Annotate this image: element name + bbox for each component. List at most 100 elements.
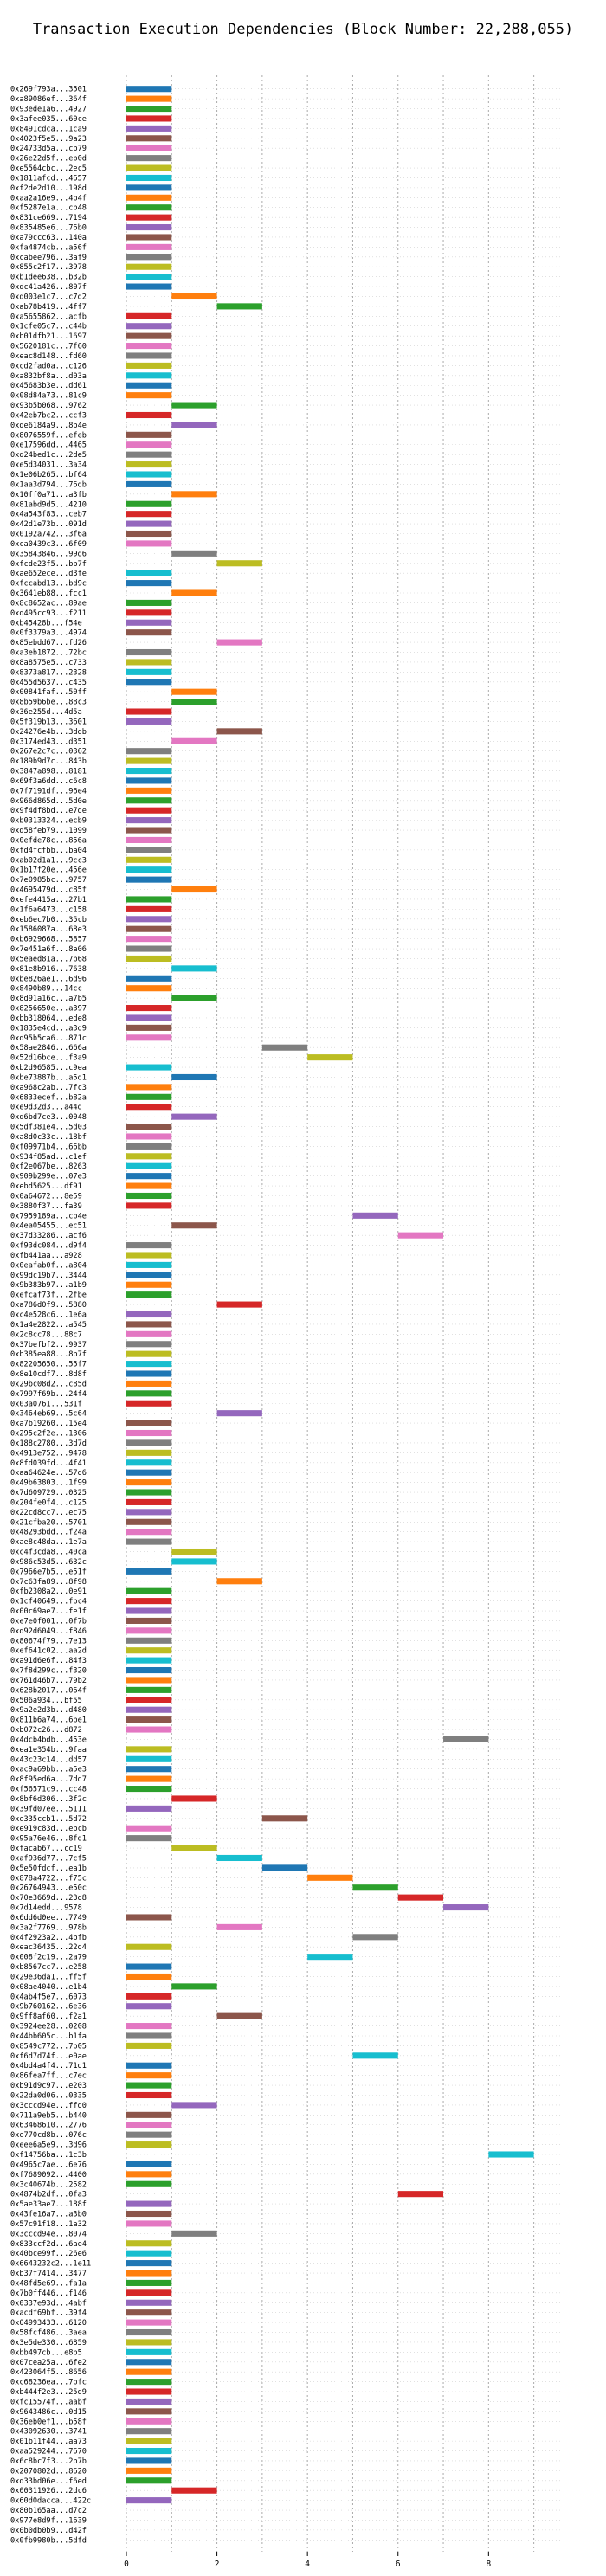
transaction-bar — [126, 2368, 172, 2375]
transaction-label: 0x81e8b916...7638 — [10, 965, 87, 974]
transaction-bar — [126, 194, 172, 201]
transaction-bar — [126, 2082, 172, 2089]
transaction-label: 0x909b299e...07e3 — [10, 1173, 87, 1182]
transaction-bar — [126, 609, 172, 616]
transaction-label: 0x267e2c7c...0362 — [10, 748, 87, 757]
transaction-label: 0xb01dfb21...1697 — [10, 332, 87, 341]
transaction-bar — [126, 1420, 172, 1426]
transaction-bar — [126, 362, 172, 369]
transaction-bar — [126, 905, 172, 912]
transaction-bar — [126, 2220, 172, 2227]
transaction-label: 0xfa4874cb...a56f — [10, 243, 87, 252]
transaction-bar — [126, 500, 172, 507]
transaction-label: 0xfcde23f5...bb7f — [10, 560, 87, 569]
transaction-bar — [126, 1697, 172, 1703]
transaction-bar — [171, 422, 217, 428]
transaction-label: 0x8373a817...2328 — [10, 668, 87, 677]
transaction-label: 0x4695479d...c85f — [10, 886, 87, 895]
transaction-label: 0x26764943...e50c — [10, 1884, 87, 1893]
transaction-bar — [126, 1390, 172, 1397]
transaction-bar — [126, 876, 172, 883]
transaction-label: 0xeac36435...22d4 — [10, 1943, 87, 1952]
transaction-label: 0xe335ccb1...5d72 — [10, 1815, 87, 1824]
transaction-bar — [126, 1943, 172, 1950]
transaction-label: 0x455d5637...c435 — [10, 679, 87, 687]
transaction-label: 0xb8567cc7...e258 — [10, 1963, 87, 1972]
transaction-bar — [171, 2102, 217, 2109]
transaction-label: 0x24733d5a...cb79 — [10, 145, 87, 153]
transaction-bar — [126, 332, 172, 339]
transaction-label: 0xc4e528c6...1e6a — [10, 1311, 87, 1320]
transaction-bar — [126, 1143, 172, 1150]
transaction-bar — [126, 1963, 172, 1970]
transaction-label: 0xde6184a9...8b4e — [10, 422, 87, 430]
transaction-bar — [126, 1677, 172, 1684]
transaction-label: 0xd24bed1c...2de5 — [10, 451, 87, 460]
transaction-bar — [126, 1133, 172, 1140]
transaction-bar — [126, 2032, 172, 2039]
transaction-label: 0xea1e354b...9faa — [10, 1746, 87, 1755]
transaction-label: 0x29bc08d2...c85d — [10, 1380, 87, 1388]
transaction-bar — [126, 1657, 172, 1664]
transaction-bar — [126, 817, 172, 824]
transaction-bar — [126, 1755, 172, 1762]
transaction-bar — [126, 648, 172, 656]
transaction-bar — [126, 2161, 172, 2167]
transaction-bar — [126, 1459, 172, 1466]
transaction-bar — [126, 659, 172, 666]
transaction-bar — [126, 1330, 172, 1337]
transaction-label: 0x3cccd94e...8074 — [10, 2230, 87, 2238]
transaction-bar — [126, 1370, 172, 1377]
transaction-label: 0xae652ece...d3fe — [10, 570, 87, 578]
transaction-label: 0xfd4fcfbb...ba04 — [10, 847, 87, 855]
transaction-bar — [126, 1746, 172, 1753]
transaction-label: 0x7e0985bc...9757 — [10, 876, 87, 885]
transaction-bar — [443, 1736, 489, 1742]
transaction-label: 0x833ccf2d...6ae4 — [10, 2240, 87, 2249]
transaction-bar — [216, 1301, 262, 1308]
transaction-bar — [126, 1202, 172, 1209]
transaction-label: 0x008f2c19...2a79 — [10, 1954, 87, 1962]
transaction-label: 0x48fd5e69...fa1a — [10, 2279, 87, 2288]
transaction-label: 0x04993433...6120 — [10, 2319, 87, 2328]
transaction-bar — [126, 748, 172, 755]
transaction-bar — [216, 560, 262, 567]
transaction-bar — [126, 1835, 172, 1842]
transaction-bar — [126, 787, 172, 794]
transaction-bar — [126, 2141, 172, 2148]
transaction-bar — [126, 1341, 172, 1348]
transaction-bar — [126, 480, 172, 487]
transaction-bar — [126, 1429, 172, 1437]
transaction-bar — [126, 1380, 172, 1387]
transaction-bar — [126, 2023, 172, 2030]
transaction-label: 0x95a76e46...8fd1 — [10, 1835, 87, 1844]
transaction-label: 0x934f85ad...c1ef — [10, 1153, 87, 1162]
transaction-bar — [126, 372, 172, 379]
transaction-label: 0x07cea25a...6fe2 — [10, 2359, 87, 2367]
transaction-label: 0x52d16bce...f3a9 — [10, 1054, 87, 1063]
transaction-bar — [261, 1864, 308, 1871]
transaction-label: 0x269f793a...3501 — [10, 86, 87, 94]
transaction-bar — [126, 1242, 172, 1249]
transaction-label: 0xb91d9c97...e203 — [10, 2082, 87, 2090]
transaction-bar — [126, 343, 172, 350]
transaction-label: 0xa8d0c33c...18bf — [10, 1133, 87, 1142]
transaction-bar — [126, 411, 172, 419]
transaction-bar — [126, 184, 172, 191]
transaction-label: 0x0192a742...3f6a — [10, 531, 87, 539]
transaction-label: 0xa786d0f9...5880 — [10, 1301, 87, 1310]
transaction-label: 0x7959189a...cb4e — [10, 1212, 87, 1220]
transaction-bar — [126, 1311, 172, 1318]
transaction-label: 0xbe73887b...a5d1 — [10, 1073, 87, 1082]
transaction-bar — [126, 1716, 172, 1723]
transaction-label: 0xfc15574f...aabf — [10, 2398, 87, 2406]
transaction-label: 0x423064f5...8656 — [10, 2368, 87, 2377]
transaction-bar — [126, 757, 172, 764]
transaction-label: 0xb0313324...ecb9 — [10, 817, 87, 826]
transaction-bar — [171, 2487, 217, 2494]
transaction-bar — [126, 599, 172, 606]
transaction-label: 0x188c2780...3d7d — [10, 1439, 87, 1448]
transaction-label: 0x4dcb4bdb...453e — [10, 1736, 87, 1744]
transaction-bar — [126, 392, 172, 399]
